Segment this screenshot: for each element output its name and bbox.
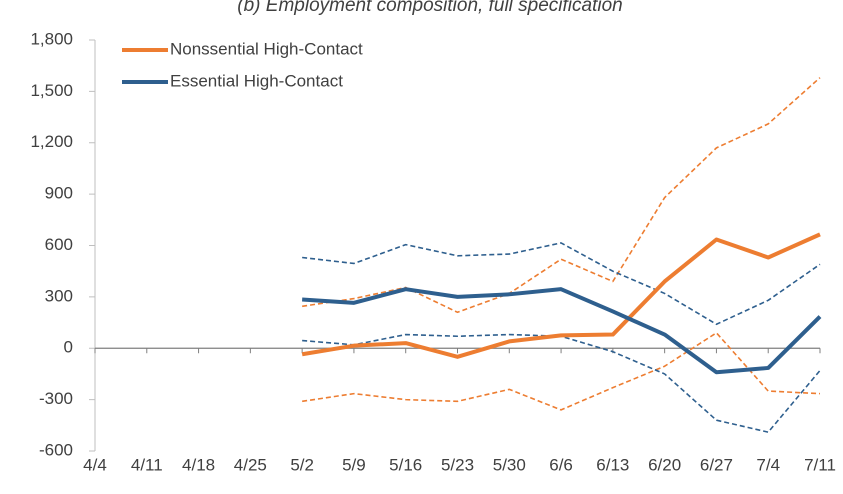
legend-label: Nonssential High-Contact: [170, 39, 363, 58]
y-tick-label: 0: [64, 338, 73, 357]
x-tick-label: 7/11: [804, 455, 836, 474]
x-tick-label: 4/18: [182, 455, 215, 474]
band-line: [302, 242, 821, 326]
x-tick-label: 6/13: [596, 455, 629, 474]
x-tick-label: 4/4: [83, 455, 107, 474]
x-tick-label: 6/27: [700, 455, 733, 474]
x-tick-label: 5/23: [441, 455, 474, 474]
series-line: [302, 287, 822, 375]
x-tick-label: 5/2: [290, 455, 314, 474]
x-tick-label: 6/6: [549, 455, 573, 474]
y-tick-label: 1,200: [30, 132, 73, 151]
y-tick-label: 1,800: [30, 29, 73, 48]
x-tick-label: 6/20: [648, 455, 681, 474]
y-tick-label: 900: [45, 184, 73, 203]
chart-title: (b) Employment composition, full specifi…: [237, 0, 622, 16]
legend-label: Essential High-Contact: [170, 71, 343, 90]
y-tick-label: 300: [45, 286, 73, 305]
x-tick-label: 4/25: [234, 455, 267, 474]
y-tick-label: 600: [45, 235, 73, 254]
band-line: [302, 77, 821, 314]
x-tick-label: 5/9: [342, 455, 366, 474]
band-line: [302, 332, 821, 411]
x-tick-label: 5/30: [493, 455, 526, 474]
x-tick-label: 7/4: [756, 455, 780, 474]
x-tick-label: 4/11: [131, 455, 163, 474]
y-tick-label: -600: [39, 440, 73, 459]
x-tick-label: 5/16: [389, 455, 422, 474]
series-line: [301, 232, 821, 359]
y-tick-label: 1,500: [30, 81, 73, 100]
y-tick-label: -300: [39, 389, 73, 408]
